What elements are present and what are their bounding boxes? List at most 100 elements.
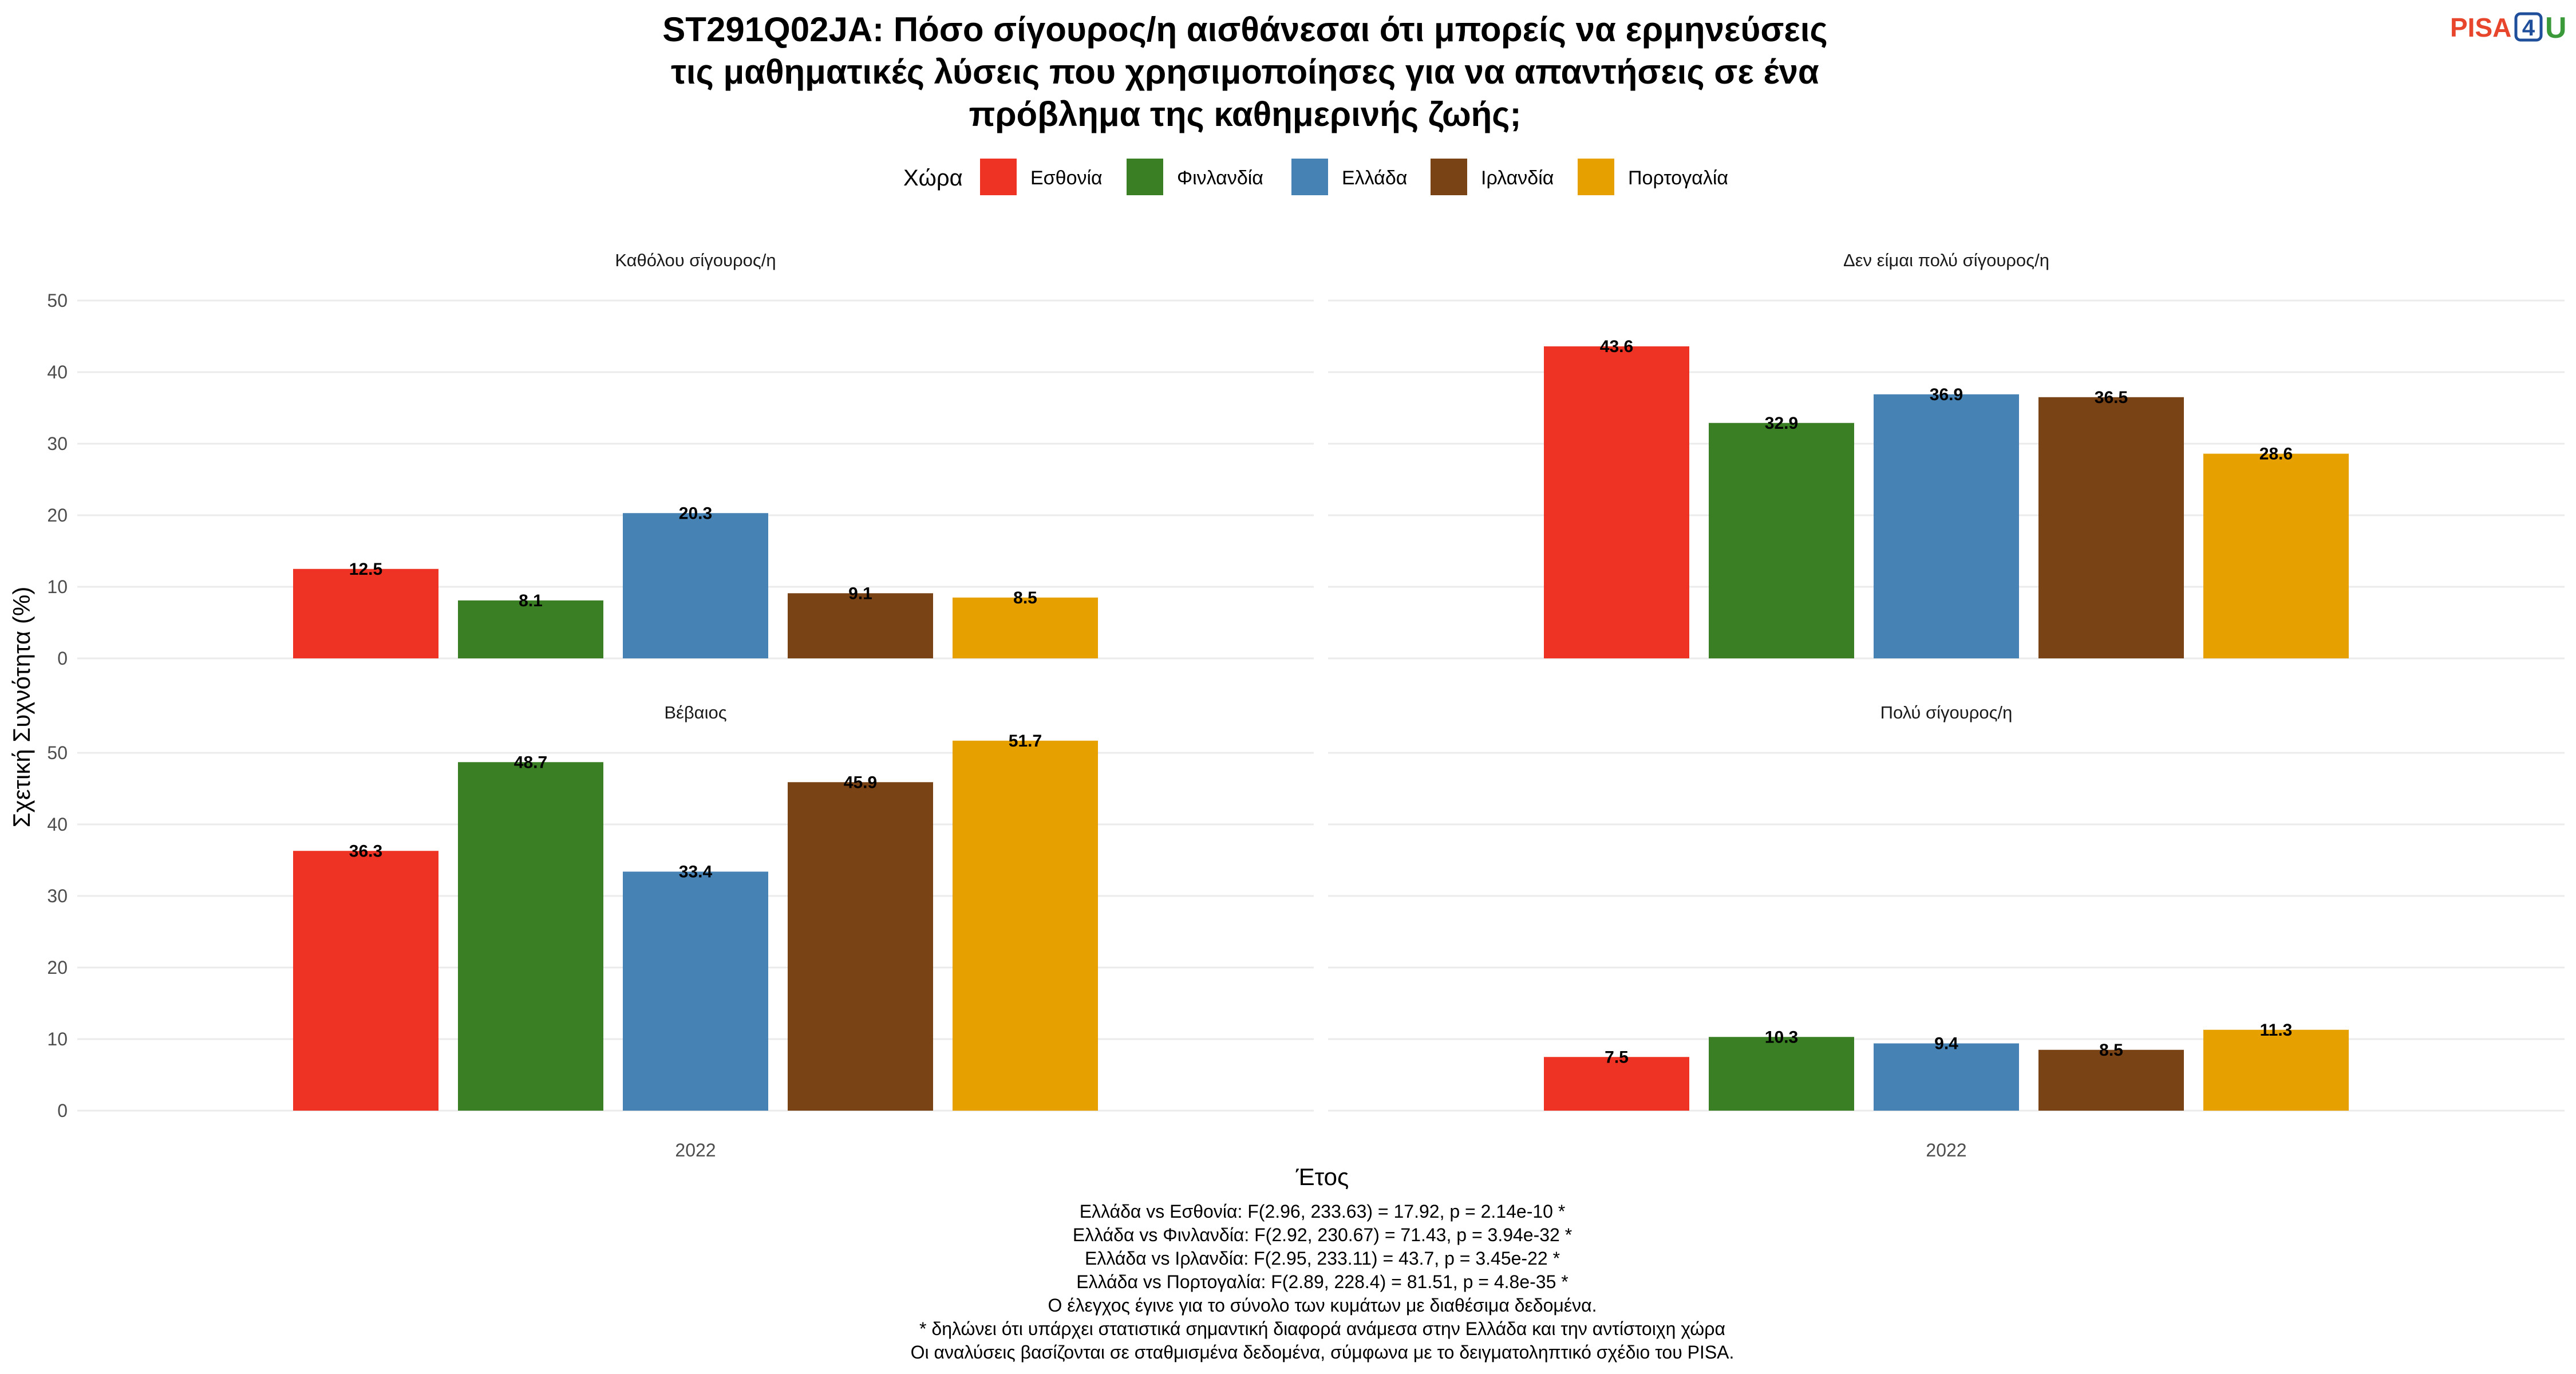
- facet-title: Δεν είμαι πολύ σίγουρος/η: [1843, 250, 2049, 270]
- chart-title-line-2: τις μαθηματικές λύσεις που χρησιμοποίησε…: [671, 53, 1819, 91]
- footnotes: Ελλάδα vs Εσθονία: F(2.96, 233.63) = 17.…: [911, 1201, 1735, 1363]
- bar: [1544, 346, 1689, 658]
- bar-value-label: 12.5: [349, 560, 382, 579]
- bar-value-label: 45.9: [844, 773, 877, 792]
- legend-label: Ελλάδα: [1342, 167, 1407, 189]
- bar: [2038, 397, 2184, 658]
- legend-label: Φινλανδία: [1177, 167, 1263, 189]
- y-tick-label: 10: [47, 577, 68, 597]
- bar: [1874, 394, 2019, 658]
- bar-value-label: 8.1: [519, 591, 543, 610]
- chart-title: ST291Q02JA: Πόσο σίγουρος/η αισθάνεσαι ό…: [662, 10, 1827, 133]
- legend-swatch: [980, 159, 1017, 195]
- y-tick-label: 40: [47, 814, 68, 835]
- y-tick-label: 10: [47, 1029, 68, 1049]
- legend-swatch: [1431, 159, 1467, 195]
- facet-panel: Πολύ σίγουρος/η 7.5 10.3 9.4 8.5 11.3 2022: [1328, 702, 2565, 1160]
- bar-value-label: 11.3: [2260, 1021, 2293, 1040]
- logo-pisa-text: PISA: [2450, 13, 2511, 42]
- bar: [2038, 1049, 2184, 1111]
- legend-item: Πορτογαλία: [1578, 159, 1728, 195]
- bar-value-label: 32.9: [1765, 414, 1798, 433]
- bar-value-label: 10.3: [1765, 1028, 1798, 1047]
- bar: [458, 762, 603, 1111]
- bar-value-label: 33.4: [679, 863, 713, 882]
- x-tick-label: 2022: [675, 1140, 716, 1160]
- bar: [788, 593, 933, 658]
- bar-value-label: 43.6: [1600, 337, 1633, 356]
- bar: [953, 740, 1098, 1111]
- logo-four-box: [2514, 12, 2543, 42]
- facet-panel: Καθόλου σίγουρος/η 0 10 20 30 40 50 12.5 8.1 20.3…: [47, 250, 1314, 669]
- legend-swatch: [1127, 159, 1163, 195]
- bar-value-label: 9.1: [848, 584, 872, 603]
- facet-panel: Βέβαιος 0 10 20 30 40 50 36.3 48.7 33.4 45.9 51.7 20…: [47, 702, 1314, 1160]
- bar: [953, 597, 1098, 658]
- pisa4u-logo: PISA 4 U: [2450, 11, 2567, 45]
- bar: [1709, 1037, 1854, 1111]
- legend-title: Χώρα: [903, 165, 963, 191]
- x-tick-label: 2022: [1926, 1140, 1966, 1160]
- footnote-line: Ελλάδα vs Πορτογαλία: F(2.89, 228.4) = 8…: [1076, 1272, 1568, 1292]
- y-tick-label: 30: [47, 886, 68, 906]
- bar: [293, 568, 438, 658]
- y-tick-label: 30: [47, 433, 68, 454]
- facet-title: Βέβαιος: [664, 702, 726, 722]
- bar: [623, 513, 768, 658]
- bar-value-label: 8.5: [1013, 589, 1037, 607]
- legend-item: Φινλανδία: [1127, 159, 1263, 195]
- y-tick-label: 0: [57, 1100, 68, 1121]
- legend-swatch: [1578, 159, 1614, 195]
- bar: [1544, 1057, 1689, 1111]
- logo-four-text: 4: [2522, 15, 2535, 41]
- bar-value-label: 51.7: [1009, 732, 1042, 751]
- footnote-line: Ελλάδα vs Εσθονία: F(2.96, 233.63) = 17.…: [1080, 1201, 1566, 1222]
- facet-panels: Καθόλου σίγουρος/η 0 10 20 30 40 50 12.5 8.1 20.3…: [47, 250, 2565, 1160]
- bar-value-label: 48.7: [514, 753, 547, 772]
- legend: Χώρα Εσθονία Φινλανδία Ελλάδα Ιρλανδία Πορτο…: [903, 159, 1728, 195]
- facet-title: Καθόλου σίγουρος/η: [615, 250, 776, 270]
- footnote-line: Ο έλεγχος έγινε για το σύνολο των κυμάτω…: [1048, 1295, 1597, 1316]
- bar-value-label: 36.5: [2095, 388, 2128, 407]
- legend-item: Εσθονία: [980, 159, 1103, 195]
- bar-value-label: 20.3: [679, 504, 712, 523]
- footnote-line: Ελλάδα vs Ιρλανδία: F(2.95, 233.11) = 43…: [1085, 1248, 1560, 1269]
- facet-panel: Δεν είμαι πολύ σίγουρος/η 43.6 32.9 36.9 36.…: [1328, 250, 2565, 660]
- bar-value-label: 8.5: [2099, 1041, 2123, 1060]
- legend-item: Ιρλανδία: [1431, 159, 1554, 195]
- facet-title: Πολύ σίγουρος/η: [1880, 702, 2013, 722]
- y-tick-label: 50: [47, 743, 68, 763]
- bar: [1874, 1043, 2019, 1111]
- footnote-line: Ελλάδα vs Φινλανδία: F(2.92, 230.67) = 7…: [1073, 1225, 1572, 1245]
- y-tick-label: 20: [47, 957, 68, 978]
- bar-value-label: 9.4: [1934, 1035, 1958, 1053]
- bar: [1709, 423, 1854, 658]
- chart-title-line-1: ST291Q02JA: Πόσο σίγουρος/η αισθάνεσαι ό…: [662, 10, 1827, 49]
- bar: [623, 871, 768, 1111]
- legend-label: Πορτογαλία: [1628, 167, 1728, 189]
- bar-value-label: 28.6: [2259, 445, 2293, 464]
- bar: [2203, 1029, 2349, 1111]
- y-tick-label: 40: [47, 362, 68, 382]
- y-tick-label: 0: [57, 648, 68, 669]
- bar-value-label: 7.5: [1605, 1048, 1629, 1067]
- y-tick-label: 50: [47, 290, 68, 311]
- bar: [293, 851, 438, 1111]
- y-tick-label: 20: [47, 505, 68, 526]
- legend-label: Εσθονία: [1030, 167, 1103, 189]
- bar-value-label: 36.3: [349, 842, 382, 860]
- logo-u-text: U: [2545, 11, 2567, 45]
- y-axis-title: Σχετική Συχνότητα (%): [8, 587, 35, 828]
- bar-value-label: 36.9: [1930, 385, 1963, 404]
- x-axis-title: Έτος: [1295, 1163, 1349, 1190]
- footnote-line: Οι αναλύσεις βασίζονται σε σταθμισμένα δ…: [911, 1342, 1735, 1363]
- footnote-line: * δηλώνει ότι υπάρχει στατιστικά σημαντι…: [919, 1318, 1725, 1339]
- bar: [788, 782, 933, 1111]
- legend-item: Ελλάδα: [1291, 159, 1407, 195]
- legend-label: Ιρλανδία: [1481, 167, 1554, 189]
- bar: [2203, 453, 2349, 658]
- chart-title-line-3: πρόβλημα της καθημερινής ζωής;: [969, 95, 1522, 133]
- legend-swatch: [1291, 159, 1328, 195]
- bar: [458, 600, 603, 658]
